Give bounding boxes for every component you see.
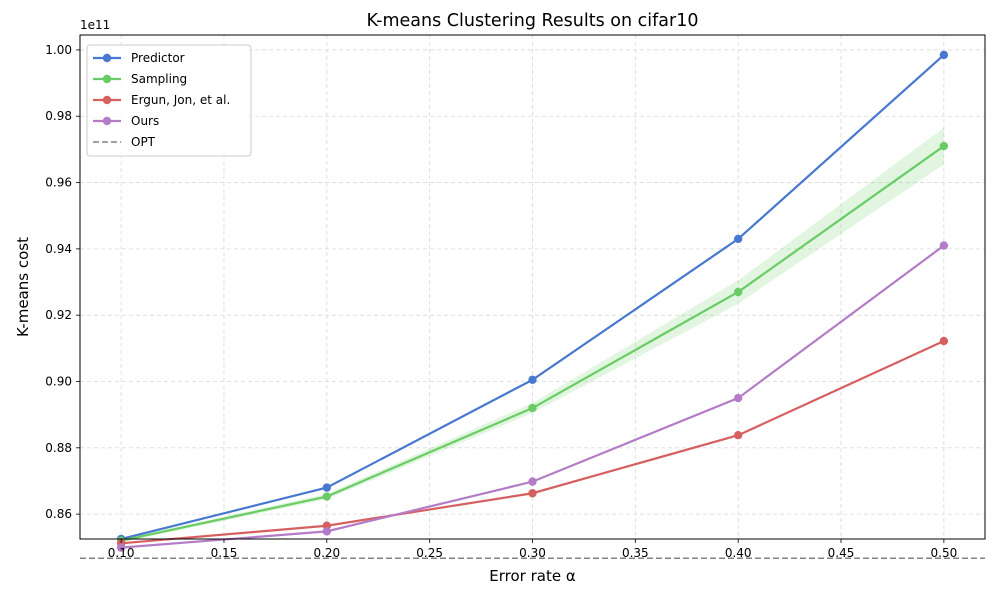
x-tick-label: 0.10 [108, 546, 135, 560]
x-tick-label: 0.15 [211, 546, 238, 560]
legend: Predictor Sampling Ergun, Jon, et al. Ours O… [86, 44, 252, 157]
legend-swatch-marker [102, 74, 112, 84]
data-point [939, 241, 949, 250]
data-point [528, 375, 537, 385]
x-tick-label: 0.30 [519, 546, 546, 560]
x-tick-label: 0.50 [931, 546, 958, 560]
data-point [939, 141, 949, 151]
data-point [939, 50, 949, 60]
x-tick-label: 0.45 [828, 546, 855, 560]
legend-swatch-marker [102, 53, 112, 63]
data-point [733, 393, 743, 403]
chart-title: K-means Clustering Results on cifar10 [367, 11, 699, 31]
data-point [322, 483, 332, 492]
legend-item: Ergun, Jon, et al. [93, 93, 230, 107]
series-ours [116, 241, 949, 552]
x-tick-label: 0.35 [622, 546, 649, 560]
data-point [528, 403, 537, 413]
grid [80, 35, 985, 539]
y-offset-label: 1e11 [80, 18, 110, 32]
data-point [733, 234, 743, 244]
y-tick-label: 0.88 [45, 441, 72, 455]
y-tick-label: 1.00 [45, 43, 72, 57]
legend-label: Ours [131, 114, 159, 128]
legend-item: Ours [93, 114, 159, 128]
data-point [528, 477, 537, 486]
y-axis-label: K-means cost [14, 237, 32, 337]
data-point [322, 492, 332, 501]
legend-item: Predictor [93, 51, 185, 65]
x-tick-label: 0.40 [725, 546, 752, 560]
data-point [528, 489, 537, 498]
legend-swatch-marker [102, 95, 112, 105]
y-tick-label: 0.96 [45, 176, 72, 190]
x-axis-label: Error rate α [489, 567, 576, 585]
axis-ticks: 0.10 0.15 0.20 0.25 0.30 0.35 0.40 0.45 0.50 0.86… [45, 43, 957, 560]
legend-item: Sampling [93, 72, 187, 86]
x-tick-label: 0.25 [416, 546, 443, 560]
legend-label: Predictor [131, 51, 185, 65]
y-tick-label: 0.90 [45, 375, 72, 389]
data-point [322, 527, 332, 536]
legend-label: Ergun, Jon, et al. [131, 93, 230, 107]
legend-label: OPT [131, 135, 156, 149]
y-tick-label: 0.86 [45, 507, 72, 521]
y-tick-label: 0.92 [45, 308, 72, 322]
data-point [733, 287, 743, 297]
y-tick-label: 0.98 [45, 109, 72, 123]
y-tick-label: 0.94 [45, 242, 72, 256]
data-point [939, 336, 949, 346]
legend-item: OPT [93, 135, 156, 149]
series-lines [116, 50, 949, 552]
data-point [733, 431, 743, 440]
x-tick-label: 0.20 [313, 546, 340, 560]
legend-label: Sampling [131, 72, 187, 86]
legend-swatch-marker [102, 116, 112, 126]
data-point [116, 543, 126, 552]
legend-box [86, 44, 252, 157]
